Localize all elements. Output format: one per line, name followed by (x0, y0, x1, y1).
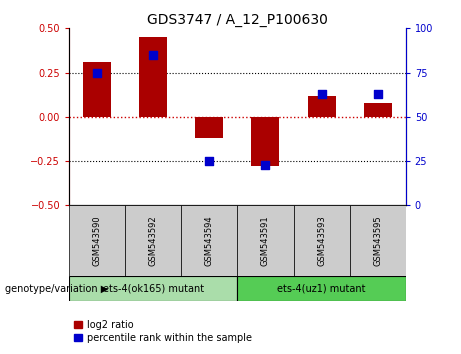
Point (94, 70, 101, 75)
Bar (349, 205, 406, 276)
Text: ets-4(uz1) mutant: ets-4(uz1) mutant (278, 284, 366, 293)
Text: GSM543592: GSM543592 (149, 215, 158, 266)
Point (318, 91, 325, 97)
Bar (294, 205, 349, 276)
Point (149, 52, 157, 58)
Bar (69, 205, 125, 276)
Bar (237, 276, 406, 301)
Bar (83, 62, 111, 117)
Text: ets-4(ok165) mutant: ets-4(ok165) mutant (103, 284, 204, 293)
Text: GSM543594: GSM543594 (205, 215, 214, 266)
Bar (195, 117, 224, 138)
Title: GDS3747 / A_12_P100630: GDS3747 / A_12_P100630 (147, 13, 328, 27)
Bar (69, 276, 237, 301)
Text: GSM543590: GSM543590 (93, 215, 102, 266)
Text: GSM543593: GSM543593 (317, 215, 326, 266)
Text: genotype/variation ▶: genotype/variation ▶ (5, 284, 108, 293)
Point (262, 162, 269, 167)
Legend: log2 ratio, percentile rank within the sample: log2 ratio, percentile rank within the s… (74, 320, 252, 343)
Text: GSM543595: GSM543595 (373, 215, 382, 266)
Bar (364, 103, 392, 117)
Bar (181, 205, 237, 276)
Bar (251, 117, 279, 166)
Bar (125, 205, 181, 276)
Point (374, 91, 381, 97)
Point (206, 158, 213, 164)
Bar (237, 205, 294, 276)
Bar (139, 37, 167, 117)
Text: GSM543591: GSM543591 (261, 215, 270, 266)
Bar (307, 96, 336, 117)
